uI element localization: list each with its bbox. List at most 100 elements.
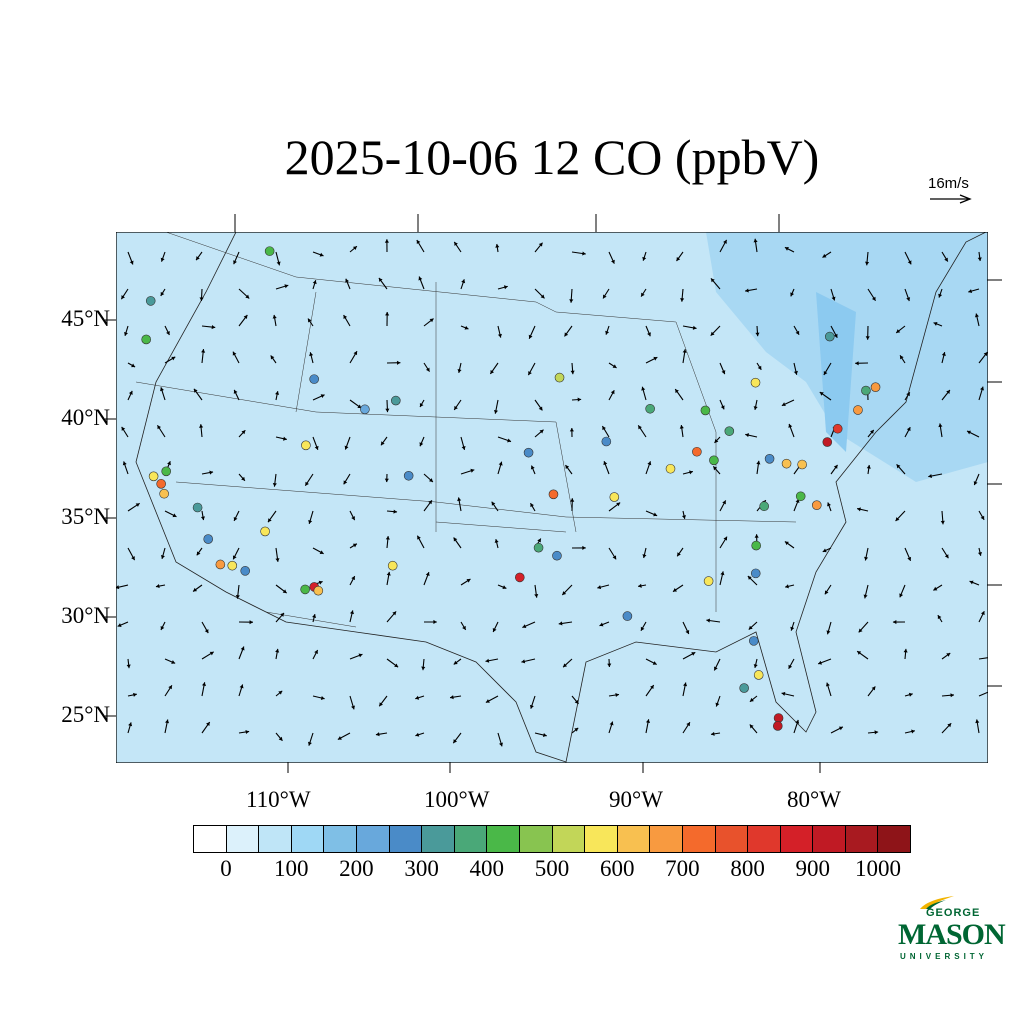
- wind-arrow: [192, 584, 203, 592]
- wind-arrow: [571, 727, 579, 734]
- wind-arrow: [528, 325, 536, 339]
- wind-arrow: [865, 325, 870, 340]
- wind-arrow: [571, 397, 582, 402]
- wind-arrow: [386, 611, 397, 623]
- wind-arrow: [349, 510, 356, 521]
- wind-arrow: [793, 719, 800, 734]
- wind-arrow: [571, 695, 579, 705]
- wind-arrow: [497, 325, 502, 338]
- wind-arrow: [637, 583, 647, 588]
- wind-arrow: [232, 547, 240, 560]
- wind-arrow: [679, 424, 684, 438]
- wind-arrow: [199, 424, 204, 438]
- wind-arrow: [715, 695, 721, 707]
- wind-arrow: [867, 288, 877, 302]
- wind-arrow: [534, 242, 543, 253]
- wind-arrow: [608, 389, 615, 401]
- station-marker: [227, 560, 238, 571]
- wind-arrow: [937, 614, 943, 623]
- wind-arrow: [867, 429, 875, 438]
- wind-arrow: [710, 731, 721, 736]
- wind-arrow: [645, 356, 658, 364]
- wind-arrow: [343, 314, 351, 327]
- station-marker: [514, 572, 525, 583]
- colorbar-swatch: [194, 826, 227, 852]
- wind-arrow: [977, 547, 982, 556]
- wind-arrow: [713, 658, 721, 671]
- wind-arrow: [164, 325, 170, 336]
- wind-arrow: [275, 436, 287, 441]
- station-marker: [700, 405, 711, 416]
- wind-arrow: [973, 473, 980, 486]
- wind-arrow: [127, 251, 134, 265]
- wind-arrow: [706, 618, 721, 623]
- wind-arrow: [642, 251, 647, 261]
- station-marker: [148, 471, 159, 482]
- colorbar-label: 700: [665, 856, 700, 881]
- wind-arrow: [416, 535, 425, 549]
- wind-arrow: [968, 288, 980, 294]
- wind-arrow: [830, 464, 838, 475]
- station-marker: [215, 559, 226, 570]
- wind-arrow: [904, 692, 913, 697]
- lat-label: 30°N: [61, 603, 110, 628]
- wind-arrow: [201, 721, 211, 734]
- colorbar-swatch: [748, 826, 781, 852]
- wind-arrow: [784, 541, 795, 549]
- wind-arrow: [127, 547, 136, 561]
- wind-arrow: [349, 245, 358, 253]
- wind-arrow: [682, 470, 694, 475]
- wind-arrow: [682, 621, 690, 635]
- wind-arrow: [645, 719, 651, 734]
- wind-arrow: [571, 251, 586, 256]
- wind-arrow: [710, 325, 721, 336]
- wind-arrow: [423, 619, 437, 625]
- wind-arrow: [788, 658, 795, 670]
- wind-arrow: [460, 279, 466, 290]
- wind-arrow: [378, 695, 388, 707]
- wind-arrow: [680, 288, 685, 302]
- wind-arrow: [867, 686, 876, 697]
- colorbar-swatch: [389, 826, 423, 852]
- wind-arrow: [857, 507, 869, 512]
- wind-arrow: [745, 288, 758, 293]
- wind-arrow: [719, 362, 726, 375]
- station-marker: [313, 585, 324, 596]
- colorbar-swatch: [324, 826, 357, 852]
- wind-arrow: [978, 657, 988, 660]
- wind-arrow: [784, 246, 795, 253]
- wind-arrow: [899, 355, 906, 364]
- wind-arrow: [867, 730, 879, 735]
- wind-arrow: [238, 729, 250, 735]
- wind-arrow: [380, 436, 388, 446]
- wind-arrow: [453, 658, 462, 665]
- wind-arrow: [607, 658, 612, 668]
- wind-arrow: [565, 464, 573, 475]
- wind-arrow: [719, 571, 725, 586]
- colorbar-swatch: [259, 826, 292, 852]
- wind-arrow: [460, 621, 467, 631]
- wind-arrow: [124, 325, 129, 337]
- wind-arrow: [457, 497, 462, 512]
- wind-arrow: [345, 278, 351, 290]
- wind-arrow: [419, 399, 425, 408]
- wind-arrow: [126, 658, 131, 669]
- wind-arrow: [270, 355, 277, 364]
- wind-arrow: [275, 251, 281, 266]
- lon-label: 90°W: [609, 787, 663, 812]
- station-marker: [764, 453, 775, 464]
- wind-arrow: [460, 325, 469, 330]
- station-marker: [665, 463, 676, 474]
- wind-arrow: [164, 510, 177, 518]
- wind-arrow: [676, 251, 684, 262]
- wind-arrow: [349, 350, 358, 364]
- wind-arrow: [570, 498, 575, 512]
- colorbar-label: 800: [730, 856, 765, 881]
- wind-arrow: [823, 362, 832, 376]
- wind-arrow: [719, 239, 728, 253]
- wind-arrow: [904, 547, 912, 562]
- wind-arrow: [312, 695, 325, 700]
- wind-arrow: [200, 510, 205, 521]
- station-marker: [141, 334, 151, 345]
- wind-arrow: [312, 614, 317, 623]
